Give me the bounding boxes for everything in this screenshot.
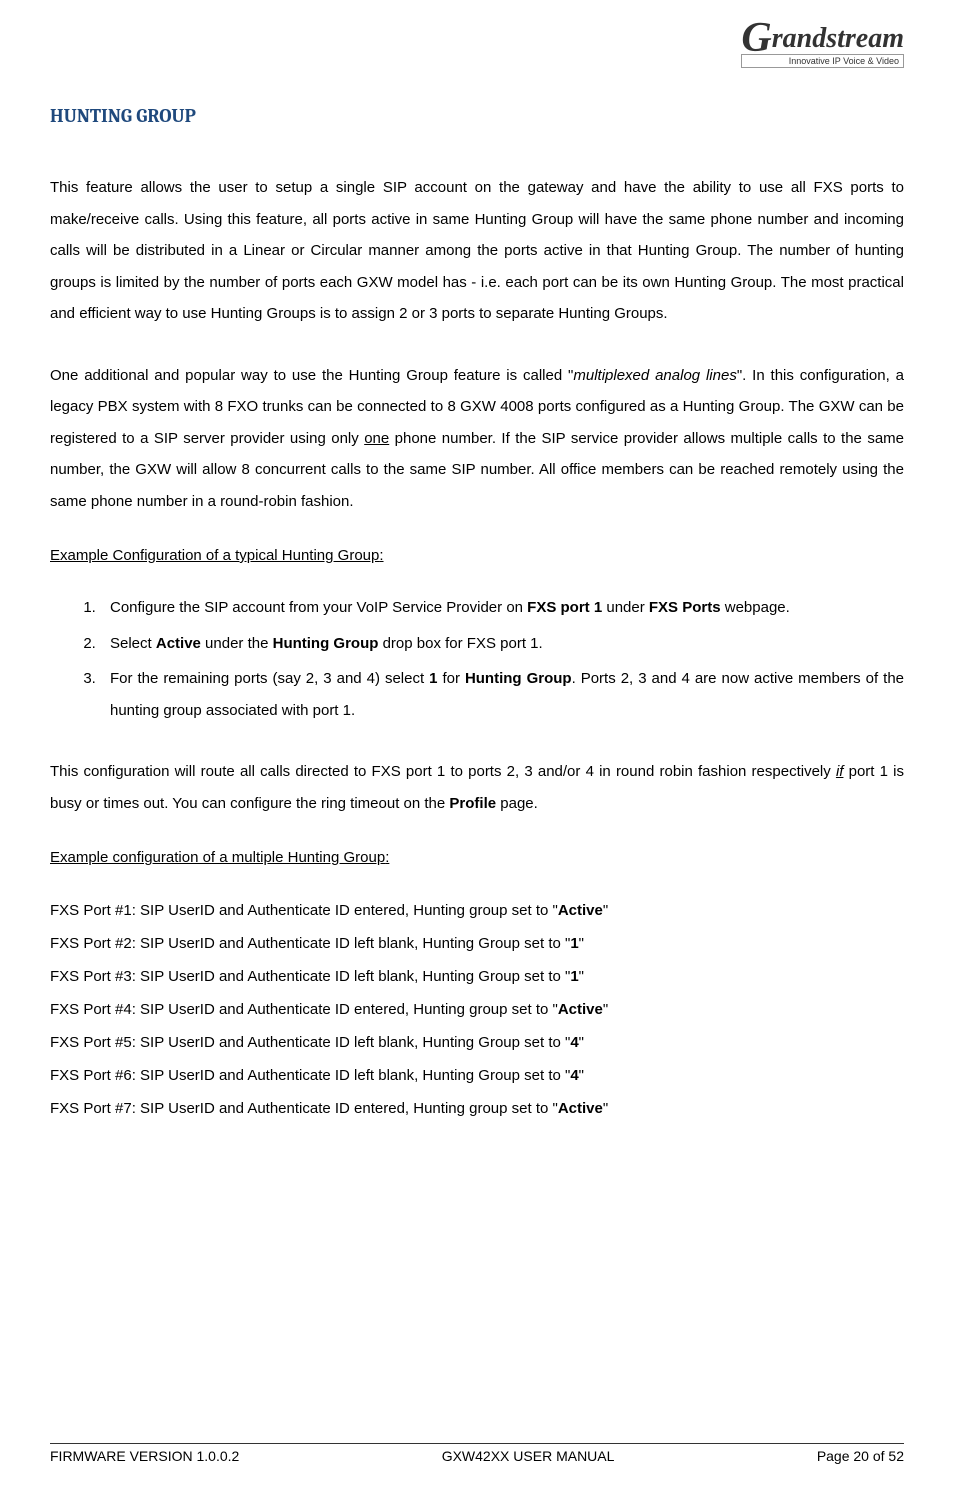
- step-2: Select Active under the Hunting Group dr…: [100, 628, 904, 660]
- section-title: HUNTING GROUP: [50, 105, 904, 127]
- step1-c: under: [602, 599, 649, 616]
- port7-val: Active: [558, 1100, 603, 1117]
- step-1: Configure the SIP account from your VoIP…: [100, 592, 904, 624]
- example1-heading: Example Configuration of a typical Hunti…: [50, 547, 904, 564]
- port5-desc: SIP UserID and Authenticate ID left blan…: [136, 1034, 570, 1051]
- port7-label: FXS Port #7:: [50, 1100, 136, 1117]
- paragraph-routing: This configuration will route all calls …: [50, 756, 904, 819]
- step1-a: Configure the SIP account from your VoIP…: [110, 599, 527, 616]
- port-line-4: FXS Port #4: SIP UserID and Authenticate…: [50, 993, 904, 1026]
- port-line-2: FXS Port #2: SIP UserID and Authenticate…: [50, 927, 904, 960]
- footer-page: Page 20 of 52: [817, 1448, 904, 1464]
- port6-desc: SIP UserID and Authenticate ID left blan…: [136, 1067, 570, 1084]
- port4-end: ": [603, 1001, 608, 1018]
- port7-desc: SIP UserID and Authenticate ID entered, …: [136, 1100, 558, 1117]
- port4-val: Active: [558, 1001, 603, 1018]
- para2-part1: One additional and popular way to use th…: [50, 367, 573, 384]
- port3-label: FXS Port #3:: [50, 968, 136, 985]
- footer-manual: GXW42XX USER MANUAL: [442, 1448, 615, 1464]
- step1-b1: FXS port 1: [527, 599, 602, 616]
- port1-label: FXS Port #1:: [50, 902, 136, 919]
- brand-logo: Grandstream Innovative IP Voice & Video: [741, 10, 904, 68]
- port4-label: FXS Port #4:: [50, 1001, 136, 1018]
- step1-d: webpage.: [721, 599, 790, 616]
- step3-b2: Hunting Group: [465, 670, 572, 687]
- step3-c: for: [437, 670, 464, 687]
- step2-b2: Hunting Group: [273, 635, 379, 652]
- port3-end: ": [579, 968, 584, 985]
- port5-end: ": [579, 1034, 584, 1051]
- port2-end: ": [579, 935, 584, 952]
- port-line-7: FXS Port #7: SIP UserID and Authenticate…: [50, 1092, 904, 1125]
- port6-val: 4: [570, 1067, 578, 1084]
- port-line-3: FXS Port #3: SIP UserID and Authenticate…: [50, 960, 904, 993]
- steps-list: Configure the SIP account from your VoIP…: [100, 592, 904, 726]
- example2-heading: Example configuration of a multiple Hunt…: [50, 849, 904, 866]
- port6-end: ": [579, 1067, 584, 1084]
- port-line-1: FXS Port #1: SIP UserID and Authenticate…: [50, 894, 904, 927]
- example1-colon: :: [379, 547, 383, 564]
- port2-label: FXS Port #2:: [50, 935, 136, 952]
- port1-desc: SIP UserID and Authenticate ID entered, …: [136, 902, 558, 919]
- port5-val: 4: [570, 1034, 578, 1051]
- step1-b2: FXS Ports: [649, 599, 721, 616]
- step3-a: For the remaining ports (say 2, 3 and 4)…: [110, 670, 429, 687]
- example1-heading-text: Example Configuration of a typical Hunti…: [50, 547, 379, 564]
- port-line-5: FXS Port #5: SIP UserID and Authenticate…: [50, 1026, 904, 1059]
- port1-val: Active: [558, 902, 603, 919]
- brand-logo-rest: randstream: [772, 23, 904, 54]
- para2-underline: one: [364, 430, 389, 447]
- step2-b1: Active: [156, 635, 201, 652]
- port4-desc: SIP UserID and Authenticate ID entered, …: [136, 1001, 558, 1018]
- port2-val: 1: [570, 935, 578, 952]
- paragraph-intro: This feature allows the user to setup a …: [50, 172, 904, 330]
- para3-profile: Profile: [449, 795, 496, 812]
- paragraph-multiplexed: One additional and popular way to use th…: [50, 360, 904, 518]
- port6-label: FXS Port #6:: [50, 1067, 136, 1084]
- step2-a: Select: [110, 635, 156, 652]
- port3-val: 1: [570, 968, 578, 985]
- page-footer: FIRMWARE VERSION 1.0.0.2 GXW42XX USER MA…: [50, 1443, 904, 1464]
- port1-end: ": [603, 902, 608, 919]
- port3-desc: SIP UserID and Authenticate ID left blan…: [136, 968, 570, 985]
- step2-d: drop box for FXS port 1.: [378, 635, 542, 652]
- footer-firmware: FIRMWARE VERSION 1.0.0.2: [50, 1448, 239, 1464]
- example2-colon: :: [385, 849, 389, 866]
- brand-logo-g: G: [741, 14, 771, 62]
- port7-end: ": [603, 1100, 608, 1117]
- port-line-6: FXS Port #6: SIP UserID and Authenticate…: [50, 1059, 904, 1092]
- brand-logo-text: Grandstream: [741, 10, 904, 58]
- para3-c: page.: [496, 795, 538, 812]
- port-list: FXS Port #1: SIP UserID and Authenticate…: [50, 894, 904, 1125]
- para3-a: This configuration will route all calls …: [50, 763, 836, 780]
- port2-desc: SIP UserID and Authenticate ID left blan…: [136, 935, 570, 952]
- step-3: For the remaining ports (say 2, 3 and 4)…: [100, 663, 904, 726]
- para2-italic: multiplexed analog lines: [573, 367, 736, 384]
- step2-c: under the: [201, 635, 273, 652]
- port5-label: FXS Port #5:: [50, 1034, 136, 1051]
- example2-heading-text: Example configuration of a multiple Hunt…: [50, 849, 385, 866]
